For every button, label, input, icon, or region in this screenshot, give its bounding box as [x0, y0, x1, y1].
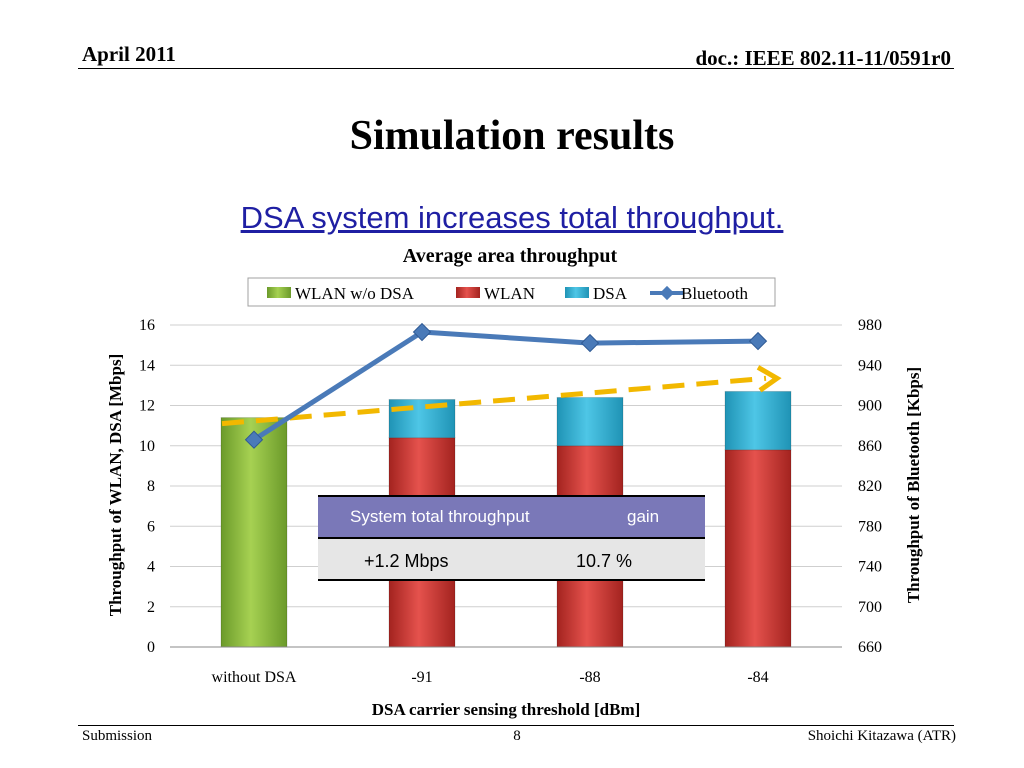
gain-table-header-gain: gain	[627, 507, 659, 526]
y2-tick-label: 780	[858, 518, 882, 535]
bluetooth-point	[244, 430, 264, 449]
bluetooth-line	[244, 322, 768, 449]
legend-label-dsa: DSA	[593, 284, 628, 303]
legend-swatch-dsa	[565, 287, 589, 298]
y2-tick-label: 740	[858, 559, 882, 576]
gain-table-body-bg	[318, 538, 705, 580]
legend-label-bluetooth: Bluetooth	[681, 284, 749, 303]
bluetooth-series-line	[252, 329, 759, 442]
bar-dsa	[724, 390, 792, 451]
slide-subtitle-link[interactable]: DSA system increases total throughput.	[240, 200, 784, 235]
footer-page-number: 8	[513, 728, 521, 744]
slide-title: Simulation results	[349, 113, 675, 159]
bluetooth-point	[412, 322, 432, 342]
footer-submission: Submission	[82, 728, 153, 744]
gain-table-header-bg	[318, 496, 705, 538]
y-tick-label: 14	[139, 357, 155, 374]
trend-arrow	[221, 365, 782, 427]
x-tick-label: without DSA	[212, 669, 297, 686]
y-tick-label: 16	[139, 317, 155, 334]
gain-table-value-gain: 10.7 %	[576, 551, 632, 571]
trend-arrowhead	[756, 365, 782, 393]
trend-dashed-line	[221, 375, 767, 427]
x-tick-label: -84	[747, 669, 768, 686]
y-tick-label: 8	[147, 478, 155, 495]
y-axis-title: Throughput of WLAN, DSA [Mbps]	[106, 354, 125, 616]
footer-divider	[78, 725, 954, 726]
y2-axis-title: Throughput of Bluetooth [Kbps]	[904, 367, 923, 603]
left-axis-ticks: 0 2 4 6 8 10 12 14 16	[139, 317, 155, 656]
y-tick-label: 2	[147, 599, 155, 616]
y-tick-label: 6	[147, 518, 155, 535]
y-tick-label: 12	[139, 398, 155, 415]
legend-swatch-wlan	[456, 287, 480, 298]
legend-label-wlan-wo-dsa: WLAN w/o DSA	[295, 284, 415, 303]
legend-swatch-wlan-wo-dsa	[267, 287, 291, 298]
y2-tick-label: 700	[858, 599, 882, 616]
bar-dsa	[556, 396, 624, 447]
x-tick-label: -91	[411, 669, 432, 686]
chart-legend-box	[247, 277, 776, 307]
y2-tick-label: 660	[858, 639, 882, 656]
y2-tick-label: 900	[858, 398, 882, 415]
gain-table-value-throughput: +1.2 Mbps	[364, 551, 449, 571]
y-tick-label: 0	[147, 639, 155, 656]
bluetooth-point	[580, 333, 600, 353]
gain-table-header-throughput: System total throughput	[350, 507, 530, 526]
y-tick-label: 4	[147, 559, 155, 576]
header-date: April 2011	[82, 42, 176, 66]
bluetooth-point	[748, 331, 768, 351]
bar-wlan-wo-dsa	[220, 417, 288, 648]
y2-tick-label: 980	[858, 317, 882, 334]
legend-marker-bluetooth	[659, 285, 675, 301]
right-axis-ticks: 660 700 740 780 820 860 900 940 980	[858, 317, 882, 656]
footer-author: Shoichi Kitazawa (ATR)	[807, 728, 956, 744]
bar-wlan	[724, 449, 792, 648]
header-doc-id: doc.: IEEE 802.11-11/0591r0	[695, 46, 951, 70]
header-divider	[78, 68, 954, 69]
x-axis-title: DSA carrier sensing threshold [dBm]	[372, 700, 641, 719]
y-tick-label: 10	[139, 438, 155, 455]
x-axis-ticks: without DSA -91 -88 -84	[212, 669, 769, 686]
chart-title: Average area throughput	[403, 245, 618, 267]
legend-label-wlan: WLAN	[484, 284, 535, 303]
y2-tick-label: 820	[858, 478, 882, 495]
y2-tick-label: 940	[858, 357, 882, 374]
y2-tick-label: 860	[858, 438, 882, 455]
x-tick-label: -88	[579, 669, 600, 686]
